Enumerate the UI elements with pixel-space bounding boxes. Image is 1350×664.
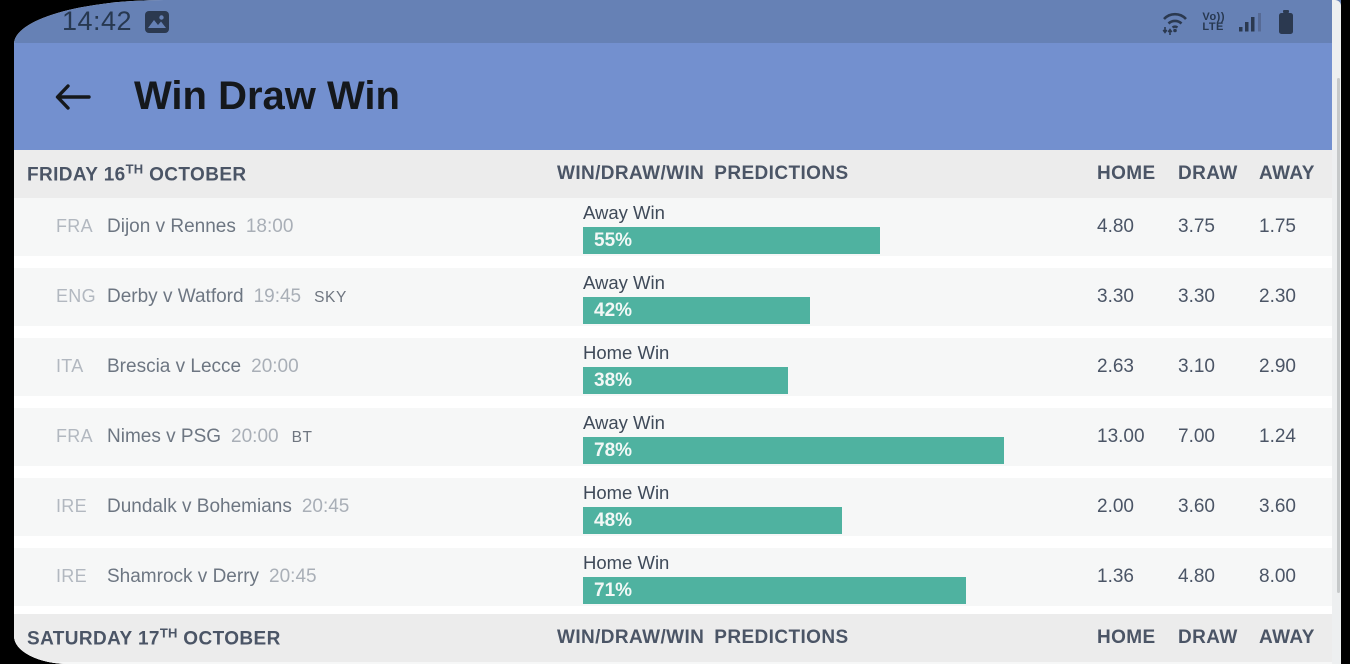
match-row[interactable]: ENG Derby v Watford 19:45 SKY Away Win 42% … xyxy=(14,268,1341,326)
home-odds[interactable]: 4.80 xyxy=(1097,216,1134,237)
away-odds[interactable]: 1.24 xyxy=(1259,426,1296,447)
wifi-icon xyxy=(1159,9,1189,35)
league-code: ITA xyxy=(56,356,84,376)
column-header-draw: DRAW xyxy=(1178,163,1238,184)
match-teams: Shamrock v Derry xyxy=(107,566,260,587)
prediction-label: Home Win xyxy=(583,342,670,363)
match-teams: Dundalk v Bohemians xyxy=(107,496,292,517)
column-header-home: HOME xyxy=(1097,163,1156,184)
match-info: FRA Dijon v Rennes 18:00 xyxy=(56,216,306,238)
league-code: IRE xyxy=(56,566,87,586)
signal-strength-icon xyxy=(1238,10,1264,34)
column-header-predictions: WIN/DRAW/WIN PREDICTIONS xyxy=(557,627,849,648)
column-header-home: HOME xyxy=(1097,627,1156,648)
back-arrow-icon xyxy=(52,81,92,113)
prediction-probability-bar: 71% xyxy=(583,577,967,604)
away-odds[interactable]: 2.90 xyxy=(1259,356,1296,377)
kickoff-time: 20:45 xyxy=(269,566,317,587)
predictions-table: FRIDAY 16TH OCTOBER WIN/DRAW/WIN PREDICTI… xyxy=(14,150,1341,664)
league-code: FRA xyxy=(56,216,93,236)
section-header-friday: FRIDAY 16TH OCTOBER WIN/DRAW/WIN PREDICTI… xyxy=(14,150,1341,198)
back-button[interactable] xyxy=(50,75,94,119)
column-header-away: AWAY xyxy=(1259,163,1315,184)
prediction: Home Win 48% xyxy=(583,482,843,534)
draw-odds[interactable]: 3.60 xyxy=(1178,496,1215,517)
prediction: Home Win 38% xyxy=(583,342,789,394)
draw-odds[interactable]: 4.80 xyxy=(1178,566,1215,587)
match-info: FRA Nimes v PSG 20:00 BT xyxy=(56,426,313,448)
column-header-away: AWAY xyxy=(1259,627,1315,648)
page-title: Win Draw Win xyxy=(134,74,400,118)
status-bar: 14:42 Vo)) LTE xyxy=(14,0,1341,43)
match-teams: Dijon v Rennes xyxy=(107,216,236,237)
prediction-probability-bar: 78% xyxy=(583,437,1005,464)
match-info: ENG Derby v Watford 19:45 SKY xyxy=(56,286,347,308)
volte-icon: Vo)) LTE xyxy=(1202,10,1225,33)
home-odds[interactable]: 2.00 xyxy=(1097,496,1134,517)
away-odds[interactable]: 1.75 xyxy=(1259,216,1296,237)
scrollbar-track[interactable] xyxy=(1332,0,1341,664)
prediction: Away Win 42% xyxy=(583,273,810,324)
section-date: SATURDAY 17TH OCTOBER xyxy=(27,625,281,650)
match-row[interactable]: FRA Dijon v Rennes 18:00 Away Win 55% 4.80… xyxy=(14,198,1341,256)
league-code: FRA xyxy=(56,426,93,446)
prediction-label: Away Win xyxy=(583,202,665,223)
section-date: FRIDAY 16TH OCTOBER xyxy=(27,161,247,186)
prediction-probability-bar: 42% xyxy=(583,297,810,324)
kickoff-time: 18:00 xyxy=(245,216,294,237)
draw-odds[interactable]: 3.10 xyxy=(1178,356,1215,377)
kickoff-time: 20:00 xyxy=(251,356,299,377)
prediction-label: Away Win xyxy=(583,272,665,293)
clock: 14:42 xyxy=(62,6,133,36)
league-code: IRE xyxy=(56,496,87,516)
prediction: Away Win 78% xyxy=(583,412,1005,464)
draw-odds[interactable]: 3.30 xyxy=(1178,286,1215,307)
scrollbar-thumb[interactable] xyxy=(1337,78,1340,593)
match-teams: Brescia v Lecce xyxy=(107,356,242,377)
match-teams: Nimes v PSG xyxy=(107,426,222,447)
prediction-label: Away Win xyxy=(583,412,665,433)
match-info: IRE Dundalk v Bohemians 20:45 xyxy=(56,496,362,518)
kickoff-time: 19:45 xyxy=(253,286,302,307)
away-odds[interactable]: 2.30 xyxy=(1259,286,1296,307)
phone-screen: 14:42 Vo)) LTE xyxy=(14,0,1341,664)
kickoff-time: 20:00 xyxy=(231,426,279,447)
match-row[interactable]: FRA Nimes v PSG 20:00 BT Away Win 78% 13.00… xyxy=(14,408,1341,466)
away-odds[interactable]: 3.60 xyxy=(1259,496,1296,517)
prediction: Away Win 55% xyxy=(583,203,880,254)
prediction: Home Win 71% xyxy=(583,552,967,604)
kickoff-time: 20:45 xyxy=(301,496,350,517)
prediction-probability-bar: 48% xyxy=(583,507,843,534)
next-row-partial xyxy=(14,662,1341,664)
league-code: ENG xyxy=(56,286,96,306)
match-info: ITA Brescia v Lecce 20:00 xyxy=(56,356,312,378)
status-icons: Vo)) LTE xyxy=(1159,0,1295,43)
draw-odds[interactable]: 3.75 xyxy=(1178,216,1215,237)
column-header-predictions: WIN/DRAW/WIN PREDICTIONS xyxy=(557,163,849,184)
home-odds[interactable]: 1.36 xyxy=(1097,566,1134,587)
prediction-probability-bar: 55% xyxy=(583,227,880,254)
tv-channel: BT xyxy=(291,429,313,446)
match-teams: Derby v Watford xyxy=(107,286,244,307)
match-row[interactable]: ITA Brescia v Lecce 20:00 Home Win 38% 2.6… xyxy=(14,338,1341,396)
match-row[interactable]: IRE Dundalk v Bohemians 20:45 Home Win 48%… xyxy=(14,478,1341,536)
section-header-saturday: SATURDAY 17TH OCTOBER WIN/DRAW/WIN PREDIC… xyxy=(14,614,1341,662)
column-header-draw: DRAW xyxy=(1178,627,1238,648)
prediction-label: Home Win xyxy=(583,482,670,503)
prediction-probability-bar: 38% xyxy=(583,367,789,394)
prediction-label: Home Win xyxy=(583,552,670,573)
home-odds[interactable]: 2.63 xyxy=(1097,356,1134,377)
home-odds[interactable]: 3.30 xyxy=(1097,286,1134,307)
tv-channel: SKY xyxy=(314,289,347,306)
battery-icon xyxy=(1277,8,1295,36)
home-odds[interactable]: 13.00 xyxy=(1097,426,1145,447)
screenshot-icon xyxy=(144,9,170,35)
match-info: IRE Shamrock v Derry 20:45 xyxy=(56,566,330,588)
away-odds[interactable]: 8.00 xyxy=(1259,566,1296,587)
app-header: Win Draw Win xyxy=(14,43,1341,150)
match-row[interactable]: IRE Shamrock v Derry 20:45 Home Win 71% 1.… xyxy=(14,548,1341,606)
draw-odds[interactable]: 7.00 xyxy=(1178,426,1215,447)
